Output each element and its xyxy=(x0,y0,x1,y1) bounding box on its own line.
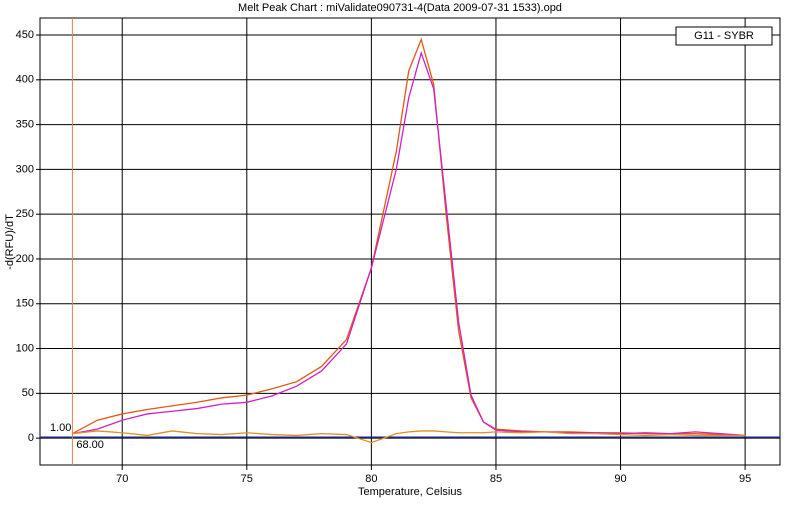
plot-frame xyxy=(39,17,781,466)
legend-box xyxy=(675,26,773,46)
y-tick-label: 200 xyxy=(16,253,34,265)
x-tick-label: 70 xyxy=(116,473,128,485)
y-tick-label: 250 xyxy=(16,208,34,220)
y-tick-label: 150 xyxy=(16,298,34,310)
y-tick-label: 450 xyxy=(16,29,34,41)
threshold-label: 1.00 xyxy=(50,422,71,434)
legend-text: G11 - SYBR xyxy=(694,30,754,42)
x-axis-label: Temperature, Celsius xyxy=(358,486,462,498)
y-tick-label: 100 xyxy=(16,342,34,354)
x-tick-label: 90 xyxy=(614,473,626,485)
x-tick-label: 75 xyxy=(241,473,253,485)
cursor-label: 68.00 xyxy=(76,439,104,451)
y-tick-label: 400 xyxy=(16,74,34,86)
series-line xyxy=(72,50,746,437)
x-tick-label: 95 xyxy=(739,473,751,485)
y-tick-label: 0 xyxy=(28,432,34,444)
x-tick-label: 85 xyxy=(490,473,502,485)
y-tick-label: 50 xyxy=(22,387,34,399)
y-axis-label: -d(RFU)/dT xyxy=(4,214,16,270)
series-line xyxy=(72,430,746,444)
y-tick-label: 350 xyxy=(16,119,34,131)
y-tick-label: 300 xyxy=(16,163,34,175)
x-tick-label: 80 xyxy=(365,473,377,485)
series-line xyxy=(72,37,746,437)
chart-title: Melt Peak Chart : miValidate090731-4(Dat… xyxy=(238,2,562,14)
